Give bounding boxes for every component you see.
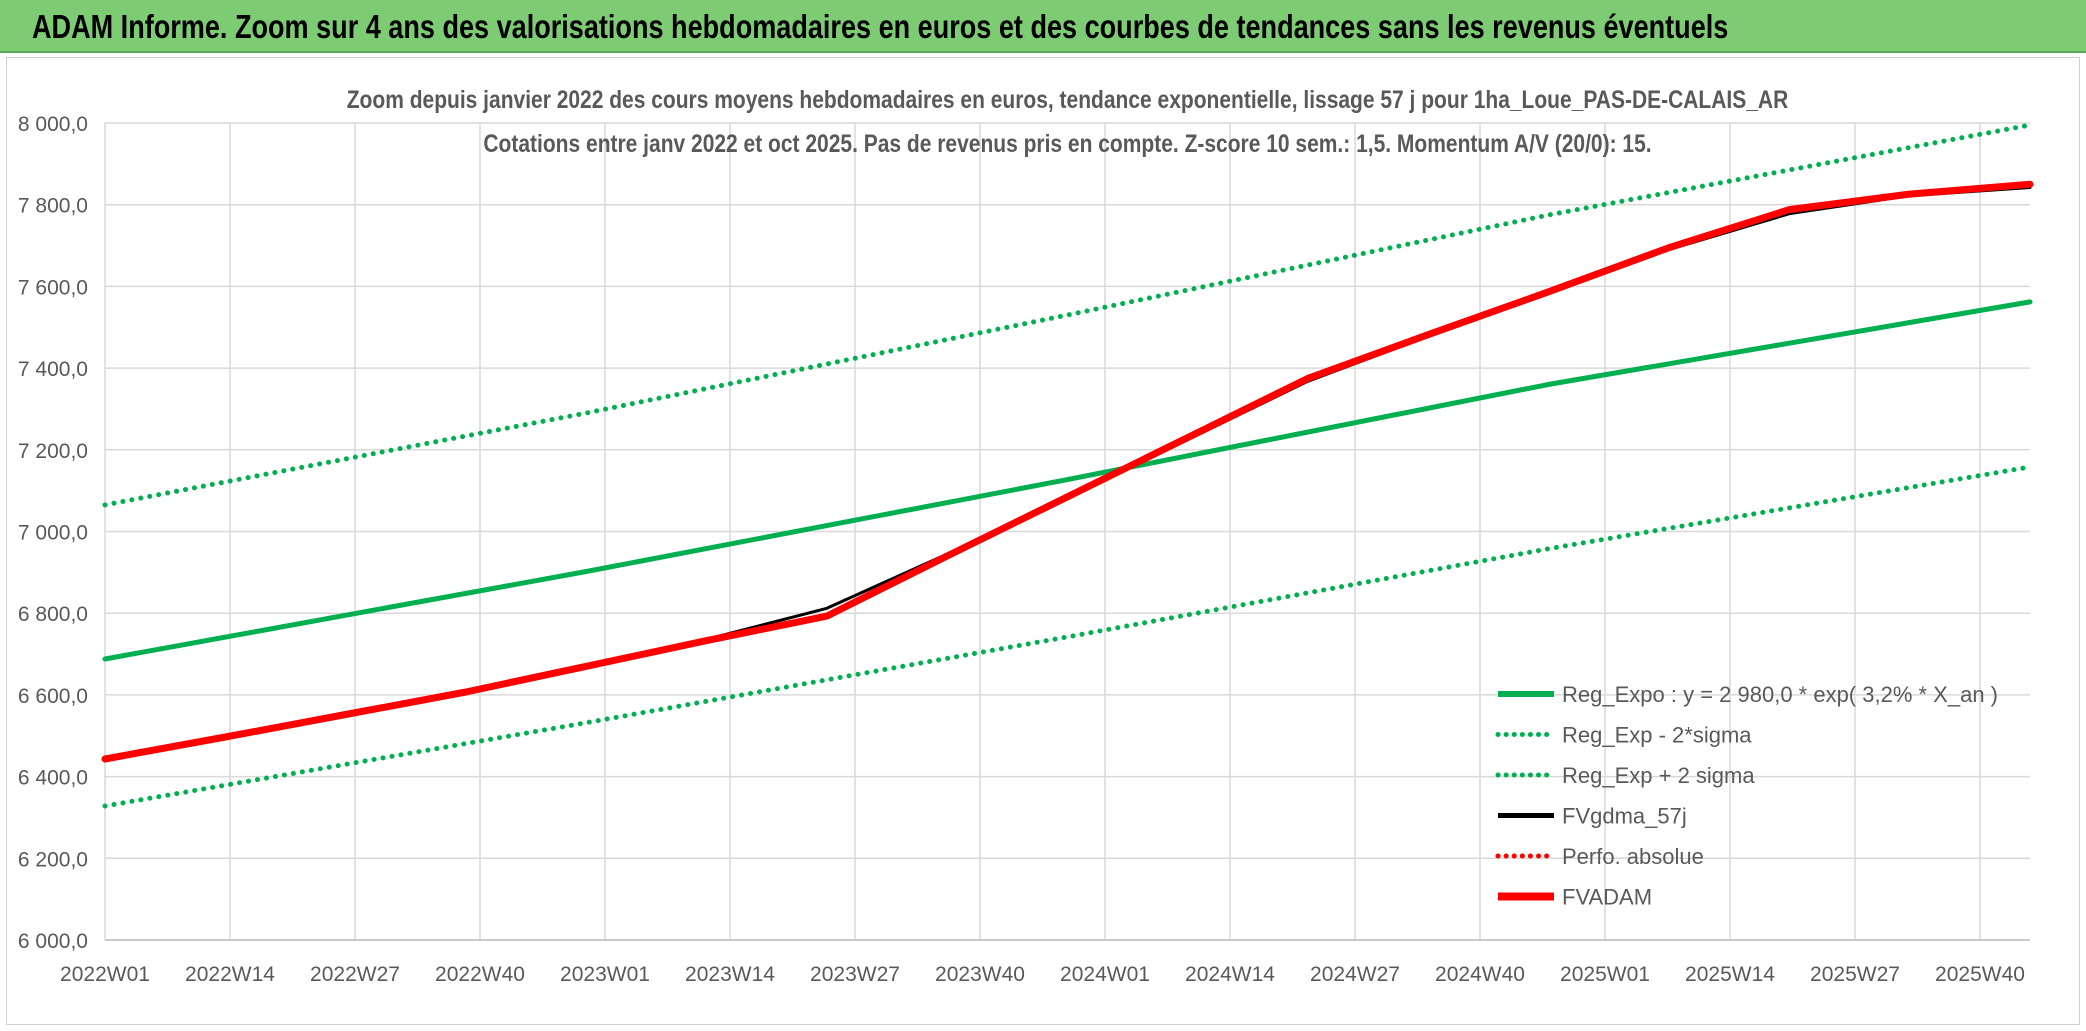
legend-label-4: Perfo. absolue	[1562, 844, 1704, 869]
x-tick-label: 2023W40	[935, 963, 1025, 986]
y-tick-label: 6 200,0	[18, 848, 88, 871]
x-tick-label: 2024W14	[1185, 963, 1275, 986]
legend: Reg_Expo : y = 2 980,0 * exp( 3,2% * X_a…	[1495, 682, 1998, 910]
chart-frame	[6, 57, 2080, 1025]
y-tick-label: 7 200,0	[18, 440, 88, 463]
y-tick-label: 8 000,0	[18, 113, 88, 136]
series-line-1	[102, 464, 2033, 809]
series-line-0	[102, 299, 2033, 662]
report-banner: ADAM Informe. Zoom sur 4 ans des valoris…	[0, 0, 2086, 53]
x-tick-label: 2022W14	[185, 963, 275, 986]
x-tick-label: 2023W01	[560, 963, 650, 986]
y-tick-label: 7 800,0	[18, 195, 88, 218]
x-tick-label: 2025W40	[1935, 963, 2025, 986]
legend-label-3: FVgdma_57j	[1562, 804, 1687, 829]
legend-label-2: Reg_Exp + 2 sigma	[1562, 763, 1755, 788]
grid-lines	[104, 122, 2030, 941]
x-tick-label: 2025W27	[1810, 963, 1900, 986]
series-line-5	[101, 180, 2034, 763]
x-tick-label: 2023W14	[685, 963, 775, 986]
y-tick-label: 6 600,0	[18, 685, 88, 708]
series-lines	[101, 122, 2034, 809]
legend-label-0: Reg_Expo : y = 2 980,0 * exp( 3,2% * X_a…	[1562, 682, 1998, 707]
x-axis-ticks: 2022W01 2022W14 2022W27 2022W40 2023W01 2023W…	[60, 963, 2025, 986]
x-tick-label: 2025W14	[1685, 963, 1775, 986]
y-tick-label: 7 400,0	[18, 358, 88, 381]
series-line-3	[103, 186, 2032, 761]
y-axis-ticks: 8 000,0 7 800,0 7 600,0 7 400,0 7 200,0 7 000…	[18, 113, 88, 953]
report-title: ADAM Informe. Zoom sur 4 ans des valoris…	[32, 8, 1729, 45]
y-tick-label: 7 600,0	[18, 276, 88, 299]
x-tick-label: 2025W01	[1560, 963, 1650, 986]
legend-label-5: FVADAM	[1562, 885, 1652, 910]
y-tick-label: 6 800,0	[18, 603, 88, 626]
series-line-2	[102, 122, 2033, 508]
y-tick-label: 7 000,0	[18, 522, 88, 545]
x-tick-label: 2022W01	[60, 963, 150, 986]
x-tick-label: 2022W40	[435, 963, 525, 986]
x-tick-label: 2023W27	[810, 963, 900, 986]
legend-label-1: Reg_Exp - 2*sigma	[1562, 723, 1752, 748]
x-tick-label: 2024W40	[1435, 963, 1525, 986]
y-tick-label: 6 000,0	[18, 930, 88, 953]
chart-title-line2: Cotations entre janv 2022 et oct 2025. P…	[483, 129, 1651, 157]
x-tick-label: 2022W27	[310, 963, 400, 986]
y-tick-label: 6 400,0	[18, 767, 88, 790]
chart-title-line1: Zoom depuis janvier 2022 des cours moyen…	[347, 85, 1789, 113]
x-tick-label: 2024W01	[1060, 963, 1150, 986]
x-tick-label: 2024W27	[1310, 963, 1400, 986]
